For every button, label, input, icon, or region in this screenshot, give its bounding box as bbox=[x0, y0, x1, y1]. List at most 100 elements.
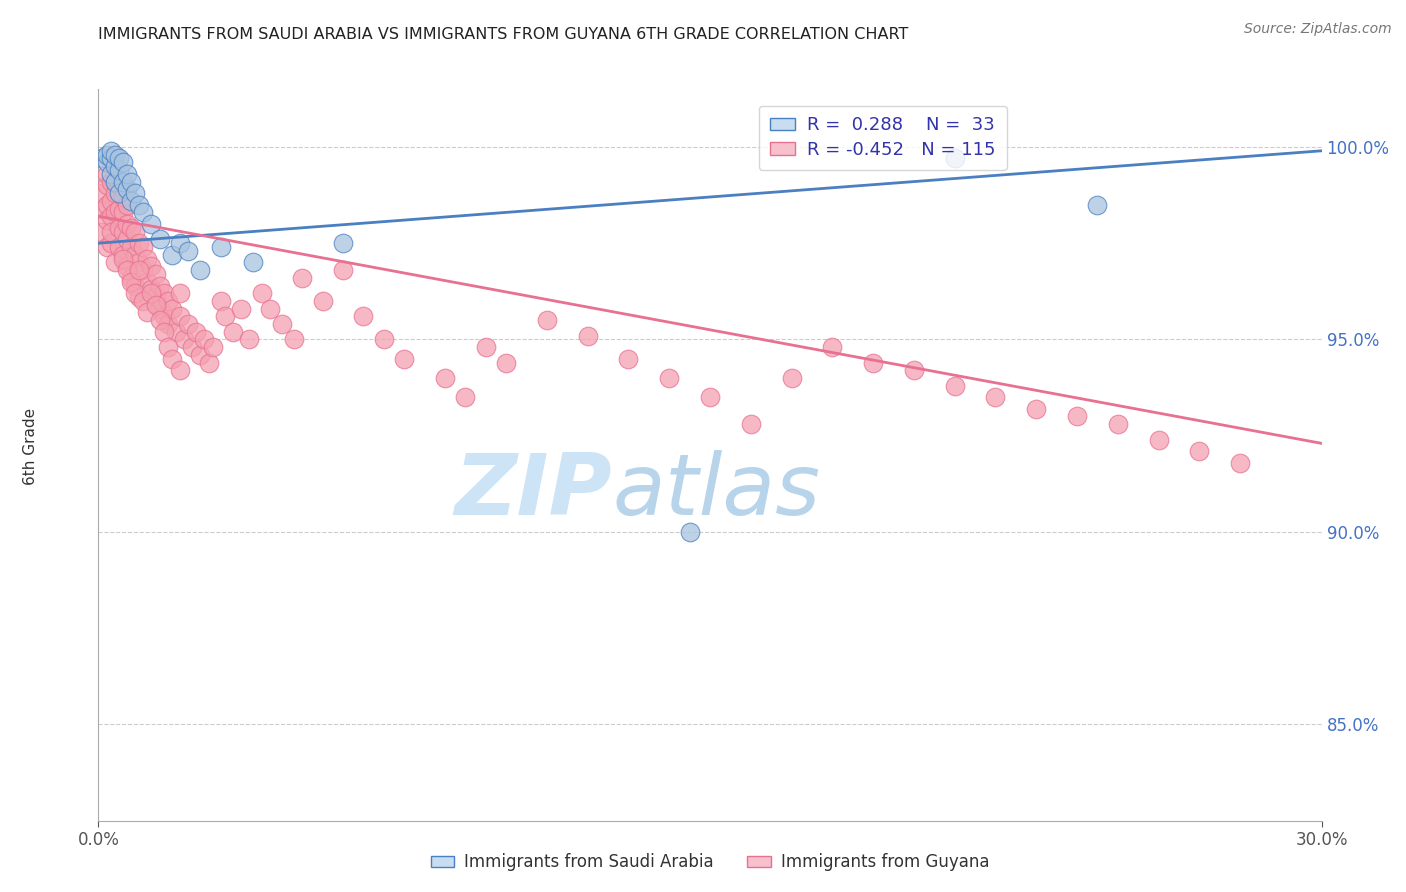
Point bbox=[156, 317, 179, 331]
Point bbox=[149, 301, 172, 316]
Point bbox=[120, 194, 142, 208]
Point bbox=[108, 240, 131, 254]
Point bbox=[108, 186, 131, 201]
Point bbox=[699, 390, 721, 404]
Point bbox=[1066, 409, 1088, 424]
Point bbox=[679, 524, 702, 539]
Point bbox=[115, 263, 138, 277]
Text: Source: ZipAtlas.com: Source: ZipAtlas.com bbox=[1244, 22, 1392, 37]
Point bbox=[115, 197, 138, 211]
Point bbox=[96, 147, 118, 161]
Point bbox=[136, 252, 159, 266]
Point bbox=[169, 363, 191, 377]
Point bbox=[943, 152, 966, 166]
Point bbox=[1107, 417, 1129, 431]
Point bbox=[332, 263, 354, 277]
Point bbox=[108, 178, 131, 193]
Point bbox=[124, 186, 146, 201]
Point bbox=[392, 351, 416, 366]
Point bbox=[115, 182, 138, 196]
Point bbox=[169, 236, 191, 251]
Point bbox=[104, 159, 127, 173]
Point bbox=[132, 205, 155, 219]
Point bbox=[1085, 197, 1108, 211]
Point bbox=[1147, 433, 1170, 447]
Point bbox=[104, 175, 127, 189]
Point bbox=[165, 325, 187, 339]
Point bbox=[91, 186, 114, 201]
Point bbox=[115, 232, 138, 246]
Point bbox=[250, 286, 273, 301]
Point bbox=[862, 355, 884, 369]
Point bbox=[903, 363, 925, 377]
Point bbox=[128, 290, 150, 304]
Point bbox=[332, 236, 354, 251]
Point bbox=[132, 240, 155, 254]
Point bbox=[96, 178, 118, 193]
Point bbox=[100, 175, 122, 189]
Point bbox=[214, 310, 236, 324]
Point bbox=[152, 325, 174, 339]
Point bbox=[120, 270, 142, 285]
Text: 6th Grade: 6th Grade bbox=[24, 408, 38, 484]
Point bbox=[124, 278, 146, 293]
Point bbox=[111, 155, 134, 169]
Point bbox=[111, 252, 134, 266]
Point bbox=[104, 255, 127, 269]
Point bbox=[169, 286, 191, 301]
Point bbox=[108, 220, 131, 235]
Point bbox=[209, 293, 232, 308]
Point bbox=[120, 240, 142, 254]
Point bbox=[124, 225, 146, 239]
Point bbox=[152, 310, 174, 324]
Point bbox=[454, 390, 477, 404]
Point bbox=[96, 213, 118, 227]
Point bbox=[120, 220, 142, 235]
Point bbox=[434, 371, 457, 385]
Point bbox=[141, 217, 163, 231]
Point bbox=[740, 417, 762, 431]
Text: atlas: atlas bbox=[612, 450, 820, 533]
Point bbox=[132, 263, 155, 277]
Point bbox=[617, 351, 640, 366]
Point bbox=[231, 301, 253, 316]
Point bbox=[173, 333, 195, 347]
Text: ZIP: ZIP bbox=[454, 450, 612, 533]
Point bbox=[576, 328, 599, 343]
Point bbox=[115, 217, 138, 231]
Point bbox=[100, 144, 122, 158]
Point bbox=[238, 333, 260, 347]
Point bbox=[91, 152, 114, 166]
Point bbox=[160, 301, 183, 316]
Point bbox=[111, 190, 134, 204]
Point bbox=[104, 147, 127, 161]
Point bbox=[124, 248, 146, 262]
Point bbox=[1025, 401, 1047, 416]
Point bbox=[156, 340, 179, 354]
Point bbox=[111, 175, 134, 189]
Point bbox=[160, 351, 183, 366]
Point bbox=[120, 275, 142, 289]
Point bbox=[108, 163, 131, 178]
Point bbox=[186, 325, 208, 339]
Point bbox=[145, 290, 167, 304]
Point bbox=[181, 340, 204, 354]
Point bbox=[156, 293, 179, 308]
Point bbox=[193, 333, 215, 347]
Point bbox=[128, 236, 150, 251]
Point bbox=[100, 194, 122, 208]
Point bbox=[100, 209, 122, 223]
Point bbox=[474, 340, 498, 354]
Point bbox=[169, 310, 191, 324]
Point bbox=[104, 159, 127, 173]
Point bbox=[141, 286, 163, 301]
Point bbox=[111, 225, 134, 239]
Point bbox=[96, 155, 118, 169]
Point bbox=[149, 278, 172, 293]
Point bbox=[115, 167, 138, 181]
Point bbox=[96, 240, 118, 254]
Point bbox=[495, 355, 517, 369]
Point bbox=[104, 205, 127, 219]
Point bbox=[96, 197, 118, 211]
Point bbox=[352, 310, 374, 324]
